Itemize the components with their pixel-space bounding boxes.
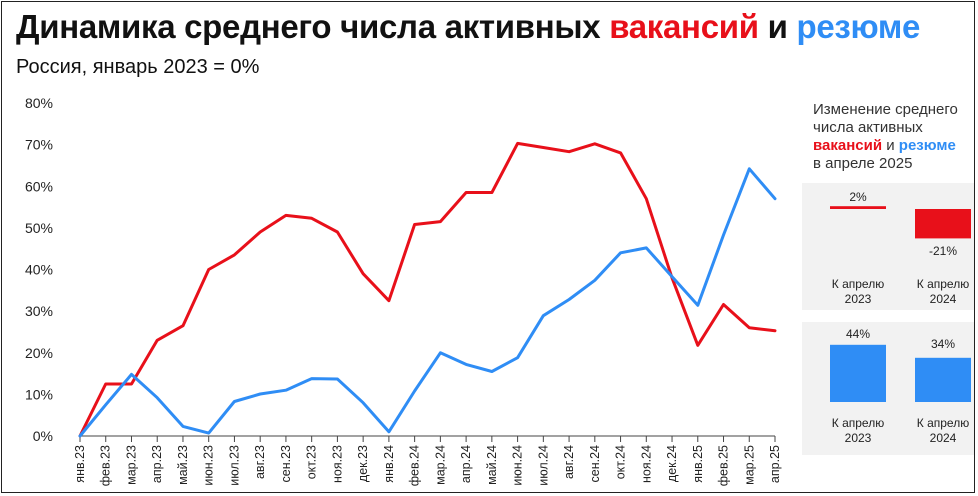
y-tick-label: 10% [25, 386, 53, 402]
y-tick-label: 40% [25, 262, 53, 278]
side-heading-resumes: резюме [898, 137, 956, 154]
side-panel-heading: Изменение среднего числа активных ваканс… [813, 101, 975, 173]
x-tick-label: окт.23 [305, 445, 319, 479]
x-tick-label: сен.23 [279, 445, 293, 483]
res-bar-label-2024: 34% [930, 337, 956, 351]
x-tick-label: апр.24 [459, 445, 473, 483]
vac-caption-2023: К апрелю 2023 [831, 277, 885, 306]
y-tick-label: 70% [25, 137, 53, 153]
x-tick-label: ноя.24 [639, 445, 653, 483]
x-tick-label: авг.23 [253, 445, 267, 479]
res-caption-2024: К апрелю 2024 [916, 416, 970, 445]
y-tick-label: 60% [25, 178, 53, 194]
x-tick-label: янв.23 [73, 445, 87, 483]
vacancies-change-bar [915, 209, 971, 239]
resumes-change-bar [830, 344, 886, 402]
x-tick-label: апр.25 [768, 445, 782, 483]
resumes-change-bar [915, 357, 971, 402]
x-tick-label: фев.23 [99, 445, 113, 486]
x-tick-label: янв.24 [382, 445, 396, 483]
vacancies-change-bar [830, 206, 886, 209]
chart-title: Динамика среднего числа активных ваканси… [16, 8, 920, 46]
series-line-vacancies [78, 141, 777, 438]
y-tick-label: 20% [25, 345, 53, 361]
x-tick-label: мар.23 [124, 445, 138, 485]
vac-caption-2024: К апрелю 2024 [916, 277, 970, 306]
title-part: Динамика среднего числа активных [16, 8, 610, 45]
x-tick-label: июн.24 [511, 445, 525, 486]
x-tick-label: апр.23 [150, 445, 164, 483]
x-tick-label: фев.25 [717, 445, 731, 486]
x-tick-label: ноя.23 [330, 445, 344, 483]
x-tick-label: сен.24 [588, 445, 602, 483]
y-tick-label: 80% [25, 95, 53, 111]
y-tick-label: 0% [33, 428, 53, 444]
x-tick-label: янв.25 [691, 445, 705, 483]
x-tick-label: июл.24 [536, 445, 550, 486]
res-bar-label-2023: 44% [845, 327, 871, 341]
x-tick-label: июн.23 [202, 445, 216, 486]
title-vacancies: вакансий [609, 8, 759, 45]
x-tick-label: май.24 [485, 445, 499, 485]
side-heading-line4: в апреле 2025 [813, 155, 913, 172]
x-tick-label: май.23 [176, 445, 190, 485]
x-tick-label: дек.23 [356, 445, 370, 482]
y-tick-label: 50% [25, 220, 53, 236]
vac-bar-label-2023: 2% [849, 190, 867, 204]
vac-bar-label-2024: -21% [928, 244, 957, 258]
title-and: и [758, 8, 797, 45]
side-heading-vacancies: вакансий [813, 137, 883, 154]
chart-subtitle: Россия, январь 2023 = 0% [16, 56, 260, 78]
x-tick-label: фев.24 [408, 445, 422, 486]
x-tick-label: мар.24 [433, 445, 447, 485]
side-heading-line2: числа активных [813, 119, 923, 136]
x-tick-label: авг.24 [562, 445, 576, 479]
x-tick-label: мар.25 [742, 445, 756, 485]
x-tick-label: июл.23 [227, 445, 241, 486]
title-resumes: резюме [796, 8, 921, 45]
side-heading-and: и [882, 137, 899, 154]
res-caption-2023: К апрелю 2023 [831, 416, 885, 445]
side-heading-line1: Изменение среднего [813, 101, 958, 118]
y-tick-label: 30% [25, 303, 53, 319]
x-tick-label: окт.24 [614, 445, 628, 479]
x-tick-label: дек.24 [665, 445, 679, 482]
series-line-resumes [78, 167, 777, 438]
vacancies-change-panel [802, 183, 974, 310]
